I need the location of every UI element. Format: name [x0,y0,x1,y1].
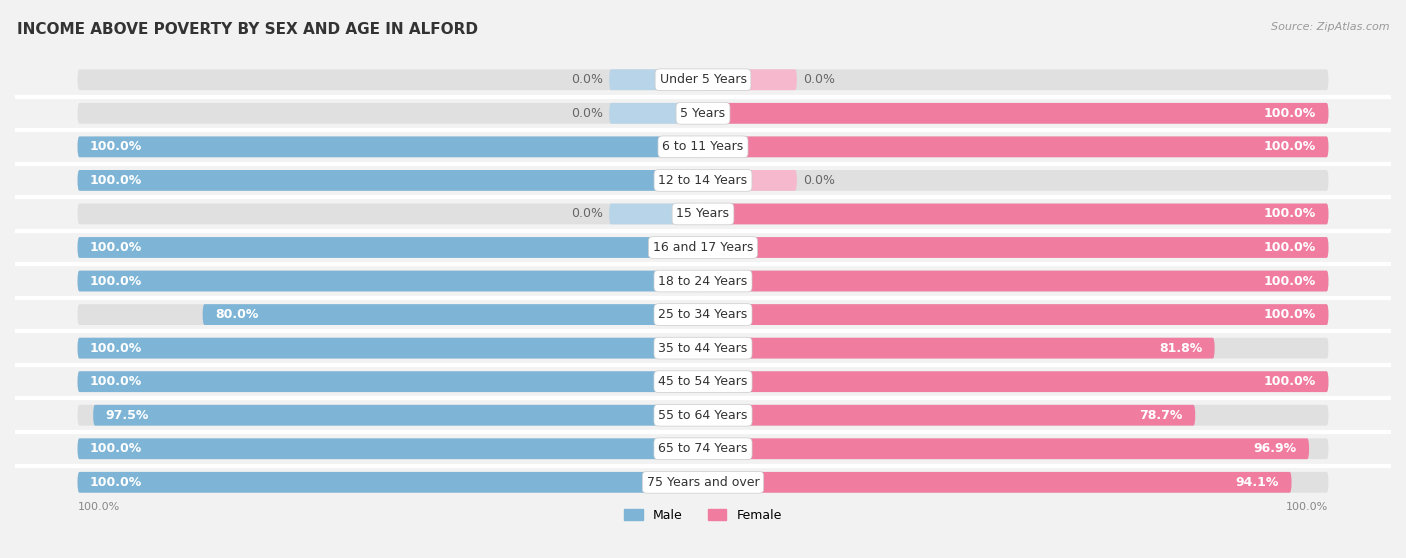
FancyBboxPatch shape [77,472,703,493]
Text: 100.0%: 100.0% [90,174,142,187]
Text: 0.0%: 0.0% [571,73,603,86]
FancyBboxPatch shape [703,170,797,191]
Text: 18 to 24 Years: 18 to 24 Years [658,275,748,287]
FancyBboxPatch shape [703,304,1329,325]
FancyBboxPatch shape [703,271,1329,291]
Text: 100.0%: 100.0% [77,502,120,512]
FancyBboxPatch shape [77,69,703,90]
FancyBboxPatch shape [703,137,1329,157]
FancyBboxPatch shape [703,472,1292,493]
FancyBboxPatch shape [703,439,1329,459]
FancyBboxPatch shape [77,439,703,459]
Text: 0.0%: 0.0% [571,107,603,120]
Text: 100.0%: 100.0% [1264,308,1316,321]
Text: 5 Years: 5 Years [681,107,725,120]
Text: 100.0%: 100.0% [1264,107,1316,120]
Text: 100.0%: 100.0% [90,275,142,287]
Text: 35 to 44 Years: 35 to 44 Years [658,341,748,355]
Text: 45 to 54 Years: 45 to 54 Years [658,375,748,388]
FancyBboxPatch shape [703,204,1329,224]
Text: 100.0%: 100.0% [90,442,142,455]
Text: 78.7%: 78.7% [1139,408,1182,422]
FancyBboxPatch shape [77,237,703,258]
FancyBboxPatch shape [703,237,1329,258]
Text: 97.5%: 97.5% [105,408,149,422]
FancyBboxPatch shape [703,338,1215,359]
FancyBboxPatch shape [703,371,1329,392]
FancyBboxPatch shape [703,371,1329,392]
FancyBboxPatch shape [609,69,703,90]
FancyBboxPatch shape [202,304,703,325]
FancyBboxPatch shape [93,405,703,426]
Text: 94.1%: 94.1% [1236,476,1279,489]
FancyBboxPatch shape [77,237,703,258]
FancyBboxPatch shape [77,439,703,459]
FancyBboxPatch shape [609,204,703,224]
FancyBboxPatch shape [703,237,1329,258]
FancyBboxPatch shape [703,439,1309,459]
FancyBboxPatch shape [77,271,703,291]
FancyBboxPatch shape [703,472,1329,493]
FancyBboxPatch shape [703,405,1195,426]
FancyBboxPatch shape [703,137,1329,157]
Text: 100.0%: 100.0% [1286,502,1329,512]
FancyBboxPatch shape [703,103,1329,124]
FancyBboxPatch shape [609,103,703,124]
FancyBboxPatch shape [703,170,1329,191]
Text: 0.0%: 0.0% [803,174,835,187]
FancyBboxPatch shape [77,137,703,157]
Text: 100.0%: 100.0% [1264,141,1316,153]
FancyBboxPatch shape [77,371,703,392]
FancyBboxPatch shape [77,338,703,359]
Text: 25 to 34 Years: 25 to 34 Years [658,308,748,321]
Text: Under 5 Years: Under 5 Years [659,73,747,86]
Text: 100.0%: 100.0% [90,375,142,388]
Text: 100.0%: 100.0% [90,341,142,355]
FancyBboxPatch shape [77,204,703,224]
Text: Source: ZipAtlas.com: Source: ZipAtlas.com [1271,22,1389,32]
Text: 100.0%: 100.0% [90,141,142,153]
Legend: Male, Female: Male, Female [619,504,787,527]
FancyBboxPatch shape [703,103,1329,124]
FancyBboxPatch shape [77,338,703,359]
Text: 0.0%: 0.0% [803,73,835,86]
Text: 100.0%: 100.0% [1264,208,1316,220]
Text: 100.0%: 100.0% [1264,241,1316,254]
Text: 16 and 17 Years: 16 and 17 Years [652,241,754,254]
Text: 100.0%: 100.0% [90,476,142,489]
FancyBboxPatch shape [703,405,1329,426]
FancyBboxPatch shape [703,69,797,90]
FancyBboxPatch shape [703,271,1329,291]
FancyBboxPatch shape [77,405,703,426]
FancyBboxPatch shape [77,137,703,157]
Text: 80.0%: 80.0% [215,308,259,321]
Text: 96.9%: 96.9% [1253,442,1296,455]
Text: 0.0%: 0.0% [571,208,603,220]
Text: 12 to 14 Years: 12 to 14 Years [658,174,748,187]
Text: 15 Years: 15 Years [676,208,730,220]
Text: 100.0%: 100.0% [1264,275,1316,287]
FancyBboxPatch shape [77,304,703,325]
Text: 75 Years and over: 75 Years and over [647,476,759,489]
Text: 100.0%: 100.0% [90,241,142,254]
FancyBboxPatch shape [703,69,1329,90]
Text: 100.0%: 100.0% [1264,375,1316,388]
Text: 65 to 74 Years: 65 to 74 Years [658,442,748,455]
Text: INCOME ABOVE POVERTY BY SEX AND AGE IN ALFORD: INCOME ABOVE POVERTY BY SEX AND AGE IN A… [17,22,478,37]
FancyBboxPatch shape [77,170,703,191]
Text: 6 to 11 Years: 6 to 11 Years [662,141,744,153]
FancyBboxPatch shape [77,170,703,191]
Text: 81.8%: 81.8% [1159,341,1202,355]
FancyBboxPatch shape [703,204,1329,224]
FancyBboxPatch shape [77,103,703,124]
FancyBboxPatch shape [703,304,1329,325]
Text: 55 to 64 Years: 55 to 64 Years [658,408,748,422]
FancyBboxPatch shape [77,371,703,392]
FancyBboxPatch shape [77,472,703,493]
FancyBboxPatch shape [77,271,703,291]
FancyBboxPatch shape [703,338,1329,359]
